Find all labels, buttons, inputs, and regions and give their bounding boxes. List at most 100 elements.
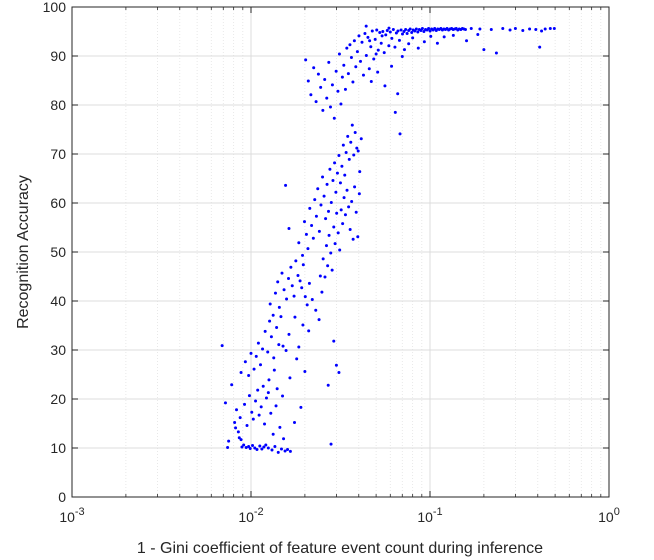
data-point bbox=[346, 134, 350, 138]
data-point bbox=[321, 108, 325, 112]
data-point bbox=[334, 363, 338, 367]
data-point bbox=[329, 442, 333, 446]
data-point bbox=[268, 302, 272, 306]
x-tick-label: 100 bbox=[598, 506, 620, 525]
data-point bbox=[227, 439, 231, 443]
x-tick-label: 10-3 bbox=[59, 506, 84, 525]
data-point bbox=[296, 274, 300, 278]
data-point bbox=[373, 37, 377, 41]
data-point bbox=[255, 447, 259, 451]
data-point bbox=[233, 421, 237, 425]
x-tick-label: 10-1 bbox=[417, 506, 442, 525]
data-point bbox=[251, 444, 255, 448]
axis-ticks bbox=[71, 6, 610, 498]
data-point bbox=[330, 268, 334, 272]
data-point bbox=[410, 30, 414, 34]
y-tick-label: 80 bbox=[50, 97, 66, 113]
data-point bbox=[476, 32, 480, 36]
data-point bbox=[324, 217, 328, 221]
data-point bbox=[266, 391, 270, 395]
data-point bbox=[343, 87, 347, 91]
data-point bbox=[399, 28, 403, 32]
x-tick-labels: 10-3 10-2 10-1 100 bbox=[59, 506, 620, 525]
data-point bbox=[275, 387, 279, 391]
data-point bbox=[310, 298, 314, 302]
data-point bbox=[314, 214, 318, 218]
data-point bbox=[330, 83, 334, 87]
data-point bbox=[364, 24, 368, 28]
data-point bbox=[251, 417, 255, 421]
y-tick-label: 50 bbox=[50, 244, 66, 260]
data-point bbox=[295, 357, 299, 361]
data-point bbox=[347, 205, 351, 209]
data-point bbox=[284, 183, 288, 187]
data-point bbox=[331, 178, 335, 182]
data-point bbox=[414, 27, 418, 31]
data-point bbox=[282, 437, 286, 441]
data-point bbox=[538, 45, 542, 49]
data-point bbox=[272, 368, 276, 372]
y-tick-label: 90 bbox=[50, 48, 66, 64]
minor-gridlines bbox=[125, 7, 602, 497]
data-point bbox=[261, 347, 265, 351]
data-point bbox=[319, 85, 323, 89]
data-point bbox=[287, 276, 290, 280]
data-point bbox=[326, 264, 330, 268]
data-point bbox=[374, 52, 378, 56]
data-point bbox=[372, 57, 376, 61]
data-point bbox=[336, 89, 340, 93]
data-point bbox=[361, 73, 365, 77]
data-point bbox=[283, 449, 287, 453]
data-point bbox=[408, 27, 412, 31]
data-point bbox=[279, 447, 283, 451]
data-point bbox=[236, 430, 240, 434]
data-point bbox=[243, 360, 247, 364]
data-point bbox=[336, 231, 340, 235]
data-point bbox=[334, 69, 338, 73]
data-point bbox=[325, 96, 329, 100]
data-point bbox=[281, 344, 285, 348]
data-point bbox=[305, 303, 309, 307]
data-point bbox=[384, 33, 388, 37]
data-point bbox=[521, 29, 525, 33]
data-point bbox=[286, 447, 290, 451]
data-point bbox=[273, 291, 277, 295]
data-point bbox=[540, 29, 544, 33]
data-point bbox=[276, 450, 280, 454]
data-point bbox=[356, 235, 360, 239]
data-point bbox=[416, 30, 420, 34]
data-point bbox=[463, 28, 467, 32]
data-point bbox=[333, 161, 337, 165]
data-point bbox=[337, 52, 341, 56]
data-point bbox=[287, 332, 291, 336]
data-point bbox=[345, 188, 349, 192]
data-point bbox=[284, 348, 288, 352]
data-point bbox=[248, 446, 252, 450]
data-point bbox=[328, 105, 332, 109]
data-point bbox=[237, 436, 241, 440]
y-tick-label: 70 bbox=[50, 146, 66, 162]
data-point bbox=[355, 146, 359, 150]
data-point bbox=[289, 265, 293, 269]
data-point bbox=[494, 51, 498, 55]
data-point bbox=[534, 28, 538, 32]
data-point bbox=[303, 370, 307, 374]
data-point bbox=[277, 305, 281, 309]
data-point bbox=[327, 209, 330, 213]
data-point bbox=[351, 237, 355, 241]
data-point bbox=[347, 157, 351, 161]
data-point bbox=[367, 67, 371, 71]
data-point bbox=[513, 27, 517, 31]
data-point bbox=[323, 78, 327, 82]
data-point bbox=[266, 446, 270, 450]
data-point bbox=[256, 388, 260, 392]
data-point bbox=[243, 402, 247, 406]
data-point bbox=[383, 84, 387, 88]
data-point bbox=[344, 151, 348, 155]
data-point bbox=[501, 27, 505, 31]
data-point bbox=[327, 233, 331, 237]
data-point bbox=[359, 137, 363, 141]
data-point bbox=[358, 170, 362, 174]
data-point bbox=[390, 36, 394, 40]
data-point bbox=[327, 60, 331, 64]
